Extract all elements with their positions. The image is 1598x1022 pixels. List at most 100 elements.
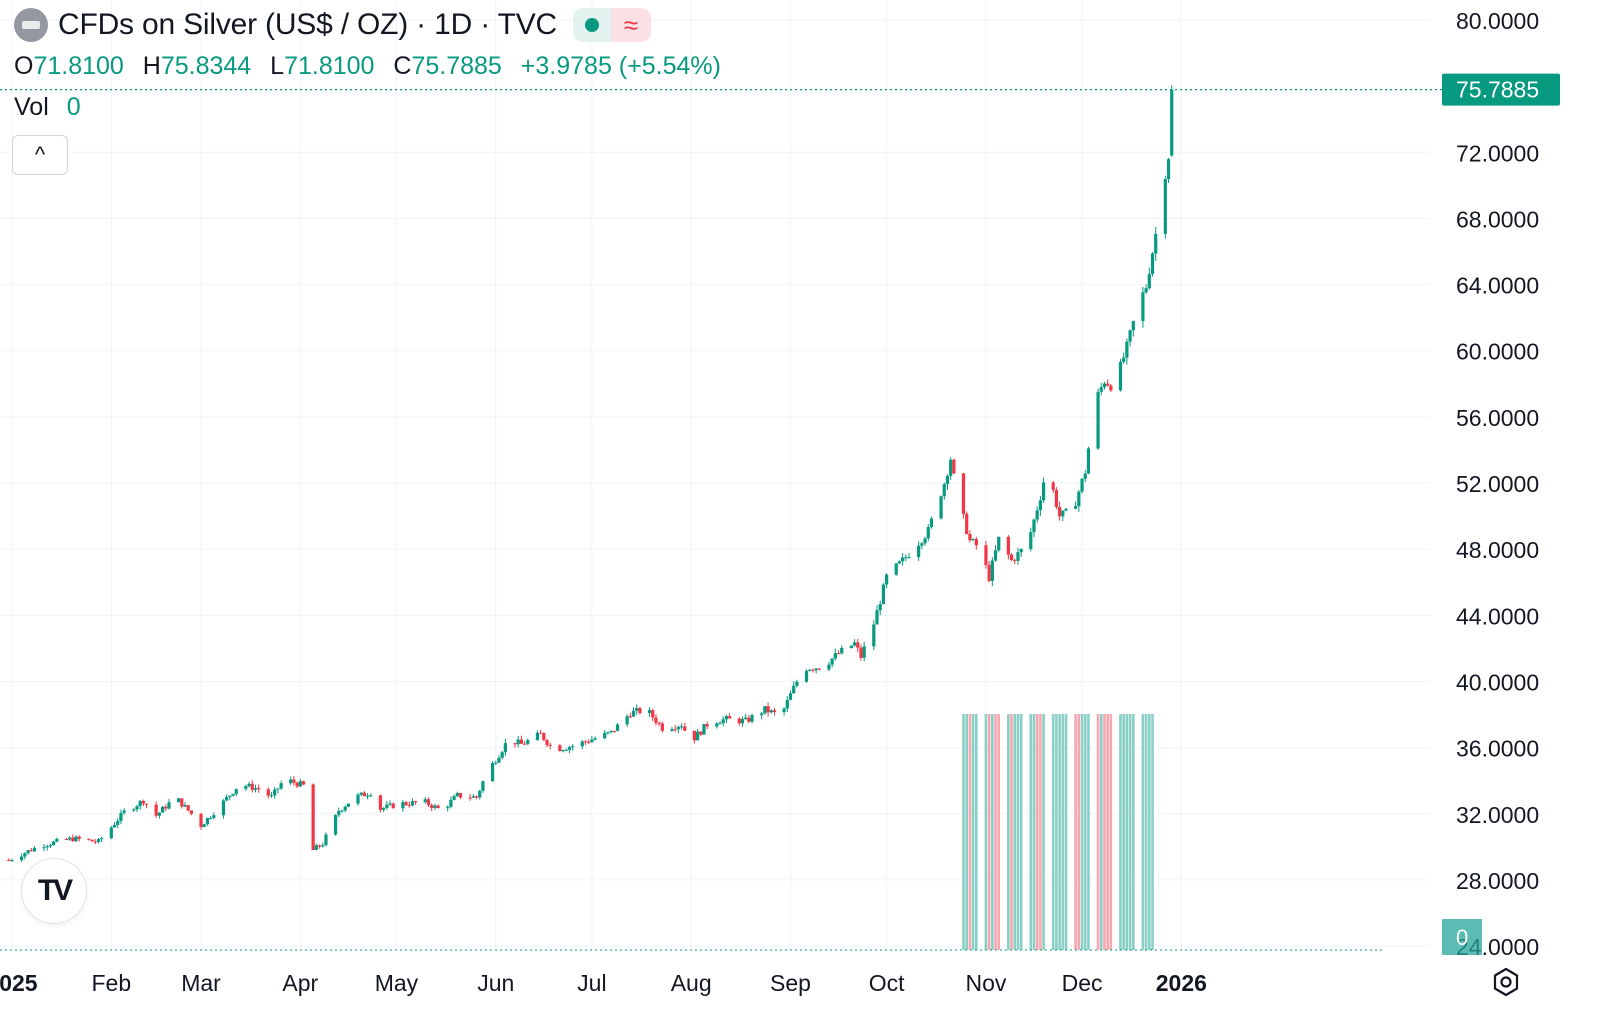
candle-body — [212, 815, 216, 818]
candle-body — [1099, 387, 1103, 392]
y-tick-label: 56.0000 — [1456, 405, 1539, 431]
candle-body — [74, 836, 78, 842]
candle-body — [1029, 532, 1033, 550]
candle-body — [830, 658, 834, 665]
candle-body — [116, 821, 120, 825]
settings-gear-icon[interactable] — [1490, 966, 1522, 998]
candle-body — [750, 715, 754, 722]
candle-body — [1083, 473, 1087, 479]
candle-body — [167, 802, 171, 809]
candle-body — [926, 527, 930, 539]
y-tick-label: 64.0000 — [1456, 273, 1539, 299]
x-tick-label: Sep — [770, 970, 811, 996]
volume-bar — [1083, 714, 1087, 950]
volume-bar — [1058, 714, 1061, 950]
collapse-legend-button[interactable]: ^ — [12, 135, 68, 175]
candle-body — [1096, 391, 1100, 449]
x-tick-label: Oct — [869, 970, 905, 996]
svg-text:0: 0 — [1456, 925, 1468, 950]
y-tick-label: 80.0000 — [1456, 8, 1539, 34]
price-axis[interactable]: 80.0000 72.0000 68.0000 64.0000 60.0000 56.00… — [1456, 8, 1539, 960]
candle-body — [635, 708, 639, 711]
candle-body — [558, 745, 562, 752]
y-tick-label: 60.0000 — [1456, 339, 1539, 365]
volume-bar — [1122, 714, 1125, 950]
candle-body — [1064, 508, 1068, 511]
last-price-label: 75.7885 — [1442, 73, 1560, 106]
candle-body — [26, 850, 30, 854]
candle-body — [609, 730, 613, 733]
market-open-icon — [572, 8, 611, 42]
candle-body — [625, 716, 629, 725]
volume-bar — [1141, 714, 1145, 950]
candle-body — [971, 539, 975, 541]
candle-body — [436, 805, 440, 809]
candle-body — [176, 798, 181, 803]
candle-body — [513, 743, 517, 745]
volume-value: 0 — [66, 93, 81, 121]
candle-body — [343, 806, 347, 811]
x-tick-label: Nov — [965, 970, 1006, 996]
volume-bar — [1029, 714, 1033, 950]
x-tick-label: May — [375, 970, 419, 996]
candle-body — [1125, 341, 1129, 358]
candle-body — [138, 800, 142, 807]
candle-body — [481, 781, 485, 791]
candle-body — [923, 538, 927, 544]
candle-body — [728, 716, 732, 719]
candle-body — [100, 838, 104, 840]
candle-body — [875, 610, 879, 625]
candle-body — [1038, 500, 1042, 511]
tradingview-logo-icon[interactable]: TV — [22, 859, 86, 923]
candle-body — [628, 716, 632, 718]
candle-body — [862, 646, 866, 658]
volume-bar — [1013, 714, 1017, 950]
candle-body — [872, 624, 876, 647]
candle-body — [1128, 330, 1132, 342]
candle-body — [1074, 506, 1078, 509]
symbol-title[interactable]: CFDs on Silver (US$ / OZ) · 1D · TVC — [58, 8, 557, 41]
candle-body — [987, 564, 991, 581]
candle-body — [881, 584, 886, 605]
chart-header: CFDs on Silver (US$ / OZ) · 1D · TVC ≈ — [14, 8, 651, 42]
candle-body — [52, 841, 56, 846]
candle-body — [414, 801, 418, 803]
candle-body — [519, 739, 523, 744]
candle-body — [359, 792, 363, 795]
candle-body — [1150, 253, 1155, 275]
candle-body — [724, 716, 729, 720]
candle-body — [292, 779, 296, 783]
candle-body — [542, 733, 546, 740]
volume-bar — [971, 714, 975, 950]
candle-body — [670, 729, 674, 731]
candle-body — [378, 795, 383, 810]
logo-text: TV — [37, 874, 73, 907]
candle-body — [119, 812, 123, 822]
candle-body — [253, 788, 258, 790]
candle-body — [673, 729, 677, 731]
candle-body — [817, 668, 821, 670]
candle-body — [478, 790, 482, 798]
candle-body — [269, 795, 274, 797]
market-status-pill[interactable]: ≈ — [572, 8, 651, 42]
volume-label: Vol — [14, 93, 49, 121]
symbol-logo-icon — [14, 8, 48, 42]
candle-body — [90, 839, 94, 842]
volume-bar — [975, 714, 978, 950]
volume-badge: 0 — [1442, 919, 1482, 955]
volume-bar — [987, 714, 991, 950]
volume-bar — [1077, 714, 1081, 950]
candle-body — [503, 743, 507, 753]
candle-body — [317, 845, 322, 847]
candle-body — [407, 804, 411, 806]
candle-body — [29, 850, 33, 852]
candle-body — [583, 741, 588, 743]
time-axis[interactable]: 2025 Feb Mar Apr May Jun Jul Aug Sep Oct Nov Dec 202… — [0, 970, 1207, 996]
volume-bar — [1106, 714, 1109, 950]
candle-body — [548, 745, 552, 747]
open-label: O — [14, 52, 34, 80]
candle-body — [250, 783, 254, 790]
volume-bar — [1074, 714, 1077, 950]
volume-legend: Vol 0 — [14, 93, 81, 122]
